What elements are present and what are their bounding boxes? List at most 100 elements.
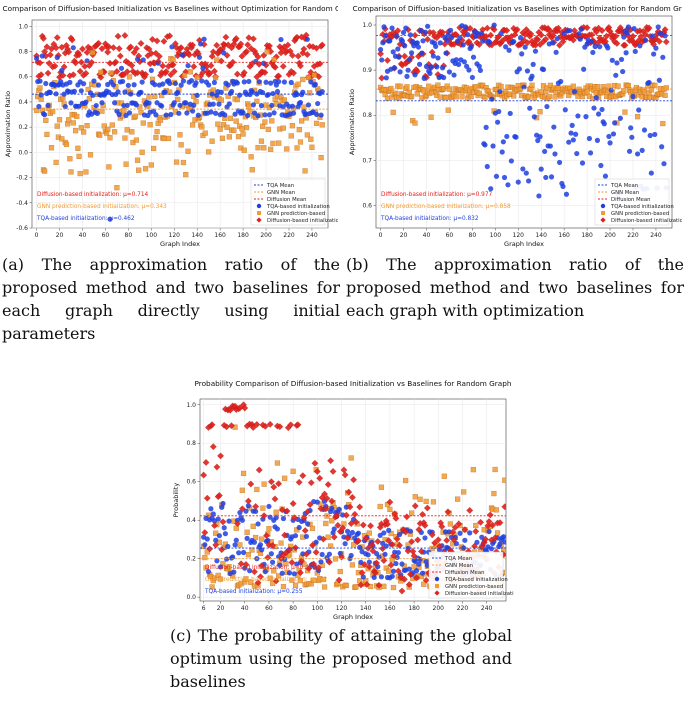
gnn-point: [108, 70, 114, 76]
gnn-point: [403, 477, 409, 484]
diffusion-point: [661, 26, 669, 34]
gnn-point: [453, 94, 459, 100]
tqa-point: [257, 542, 264, 548]
tqa-point: [502, 539, 506, 545]
x-tick-label: 180: [408, 605, 420, 612]
tqa-point: [231, 569, 237, 575]
tqa-point: [653, 45, 659, 51]
caption-c: (c) The probability of attaining the glo…: [170, 626, 512, 691]
diffusion-point: [301, 527, 309, 534]
diffusion-point: [245, 34, 253, 42]
tqa-point: [313, 539, 319, 545]
diffusion-point: [424, 35, 432, 43]
gnn-point: [282, 475, 288, 481]
gnn-point: [606, 83, 612, 89]
gnn-point: [124, 127, 130, 133]
tqa-point: [175, 89, 181, 95]
tqa-point: [453, 540, 460, 547]
tqa-point: [205, 568, 212, 575]
tqa-point: [480, 38, 486, 44]
x-tick-label: 140: [535, 232, 547, 239]
tqa-point: [314, 499, 320, 505]
tqa-point: [396, 54, 402, 60]
gnn-point: [220, 560, 226, 567]
tqa-point: [562, 107, 568, 113]
legend-box: [250, 178, 326, 226]
diffusion-point: [501, 503, 506, 511]
tqa-point: [131, 82, 137, 88]
diffusion-point: [237, 40, 245, 48]
tqa-point: [451, 72, 457, 78]
diffusion-point: [534, 36, 542, 43]
x-tick-label: 160: [214, 232, 226, 239]
diffusion-point: [69, 71, 77, 79]
legend-label: Diffusion Mean: [267, 197, 307, 203]
tqa-point: [503, 44, 509, 50]
diffusion-point: [218, 546, 226, 554]
diffusion-point: [167, 71, 175, 79]
tqa-point: [263, 79, 269, 85]
tqa-point: [598, 162, 604, 169]
gnn-point: [494, 530, 501, 536]
gnn-point: [289, 577, 295, 583]
diffusion-point: [371, 569, 379, 577]
gnn-point: [423, 498, 429, 504]
tqa-point: [552, 151, 558, 157]
tqa-point: [424, 562, 430, 569]
tqa-point: [443, 50, 449, 56]
gnn-point: [254, 486, 260, 493]
diffusion-point: [655, 37, 663, 45]
gnn-point: [296, 127, 302, 133]
gnn-point: [185, 148, 191, 154]
tqa-point: [241, 79, 247, 85]
tqa-point: [172, 80, 179, 87]
tqa-point: [569, 122, 575, 128]
gnn-point: [621, 88, 627, 94]
gnn-point: [218, 97, 224, 103]
tqa-point: [159, 103, 165, 109]
gnn-point: [132, 113, 138, 119]
gnn-point: [625, 83, 632, 89]
tqa-point: [237, 510, 243, 516]
tqa-point: [486, 39, 493, 45]
diffusion-point: [294, 52, 302, 60]
tqa-point: [326, 551, 333, 557]
x-tick-label: 60: [102, 232, 110, 239]
gnn-point: [430, 499, 437, 505]
diffusion-point: [206, 69, 214, 77]
tqa-point: [590, 49, 596, 56]
y-tick-label: 0.6: [18, 74, 28, 81]
diffusion-point: [583, 24, 591, 32]
legend-label: Diffusion-based initialization: [611, 218, 682, 224]
gnn-point: [386, 568, 392, 574]
tqa-point: [253, 58, 259, 65]
diffusion-point: [415, 526, 423, 534]
gnn-point: [300, 76, 306, 83]
gnn-point: [84, 123, 90, 129]
gnn-point: [140, 120, 146, 126]
tqa-point: [240, 549, 247, 556]
diffusion-point: [351, 510, 359, 518]
gnn-point: [157, 117, 164, 123]
tqa-point: [153, 112, 159, 118]
diffusion-point: [341, 471, 349, 479]
diffusion-point: [149, 36, 156, 43]
diffusion-point: [613, 40, 621, 47]
tqa-point: [560, 183, 566, 190]
tqa-point: [493, 173, 500, 179]
diffusion-point: [392, 514, 400, 522]
diffusion-point: [414, 536, 422, 544]
tqa-point: [155, 60, 161, 66]
tqa-point: [399, 561, 405, 567]
tqa-point: [261, 60, 267, 66]
diffusion-point: [513, 26, 521, 33]
diffusion-point: [490, 26, 498, 33]
gnn-point: [105, 126, 111, 132]
diffusion-point: [380, 557, 388, 564]
y-tick-label: 0.4: [186, 517, 196, 524]
tqa-point: [269, 102, 275, 108]
diffusion-point: [373, 559, 380, 567]
tqa-point: [394, 33, 400, 39]
diffusion-point: [402, 528, 410, 536]
gnn-point: [397, 83, 403, 89]
